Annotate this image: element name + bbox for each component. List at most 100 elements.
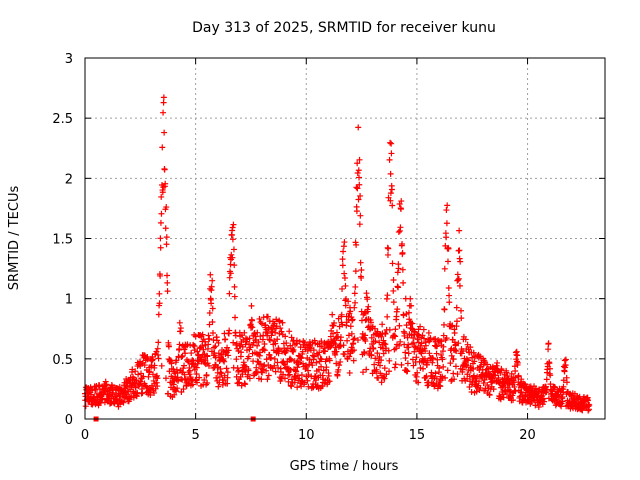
data-point [213, 374, 220, 381]
data-point [205, 341, 212, 348]
data-point [545, 340, 552, 347]
data-point [439, 356, 446, 363]
data-point [421, 335, 428, 342]
data-point [515, 372, 522, 379]
data-points [82, 94, 593, 422]
data-point [329, 311, 336, 318]
data-point [145, 373, 152, 380]
data-point [331, 320, 338, 327]
data-point [267, 337, 274, 344]
data-point [277, 325, 284, 332]
data-point [440, 363, 447, 370]
data-point [140, 373, 147, 380]
x-tick-label: 0 [81, 428, 89, 443]
data-point [384, 292, 391, 299]
data-point [218, 370, 225, 377]
data-point [225, 347, 232, 354]
data-point [171, 391, 178, 398]
data-point [283, 340, 290, 347]
data-point [476, 364, 483, 371]
data-point [398, 361, 405, 368]
data-point [434, 356, 441, 363]
data-point [226, 274, 233, 281]
data-point [289, 348, 296, 355]
data-point [290, 347, 297, 354]
data-point [275, 364, 282, 371]
data-point [181, 346, 188, 353]
data-point [293, 337, 300, 344]
data-point [388, 186, 395, 193]
data-point [508, 370, 515, 377]
data-point [181, 371, 188, 378]
data-point [226, 327, 233, 334]
data-point [360, 369, 367, 376]
data-point [103, 381, 110, 388]
data-point [503, 369, 510, 376]
data-point [373, 366, 380, 373]
data-point [242, 368, 249, 375]
data-point [163, 241, 170, 248]
data-point [158, 362, 165, 369]
data-point [272, 329, 279, 336]
data-point [182, 350, 189, 357]
data-point [212, 343, 219, 350]
data-point [410, 362, 417, 369]
data-point [160, 99, 167, 106]
data-point [354, 170, 361, 177]
data-point [356, 174, 363, 181]
y-axis-ticks: 0 0.5 1 1.5 2 2.5 3 [52, 52, 605, 428]
data-point [398, 198, 405, 205]
data-point [374, 350, 381, 357]
data-point [545, 395, 552, 402]
data-point [458, 315, 465, 322]
data-point [377, 362, 384, 369]
data-point [386, 368, 393, 375]
data-point [224, 374, 231, 381]
y-tick-label: 3 [65, 52, 73, 67]
data-point [386, 156, 393, 163]
data-point [241, 329, 248, 336]
data-point [435, 338, 442, 345]
data-point [436, 365, 443, 372]
data-point [208, 283, 215, 290]
data-point [562, 356, 569, 363]
data-point [266, 336, 273, 343]
data-point [562, 362, 569, 369]
data-point [339, 321, 346, 328]
data-point [231, 262, 238, 269]
data-point [246, 375, 253, 382]
data-point [194, 379, 201, 386]
data-point [245, 367, 252, 374]
data-point [245, 353, 252, 360]
data-point [196, 374, 203, 381]
data-point [470, 349, 477, 356]
data-point [498, 367, 505, 374]
data-point [272, 340, 279, 347]
data-point [162, 375, 169, 382]
data-point [215, 339, 222, 346]
data-point [158, 210, 165, 217]
data-point [234, 380, 241, 387]
data-point [484, 361, 491, 368]
data-point [298, 372, 305, 379]
data-point [518, 388, 525, 395]
data-point [460, 347, 467, 354]
data-point [209, 330, 216, 336]
data-point [384, 251, 391, 258]
data-point [543, 388, 550, 395]
data-point [309, 362, 316, 369]
data-point [406, 316, 413, 323]
data-point [152, 351, 159, 358]
data-point [229, 236, 236, 243]
data-point [288, 376, 295, 383]
data-point [443, 335, 450, 342]
data-point [188, 350, 195, 357]
data-point [163, 204, 170, 211]
data-point [389, 260, 396, 267]
data-point [453, 348, 460, 355]
data-point [351, 335, 358, 342]
data-point [414, 369, 421, 376]
data-point [235, 367, 242, 374]
data-point [484, 382, 491, 389]
data-point [264, 313, 271, 320]
